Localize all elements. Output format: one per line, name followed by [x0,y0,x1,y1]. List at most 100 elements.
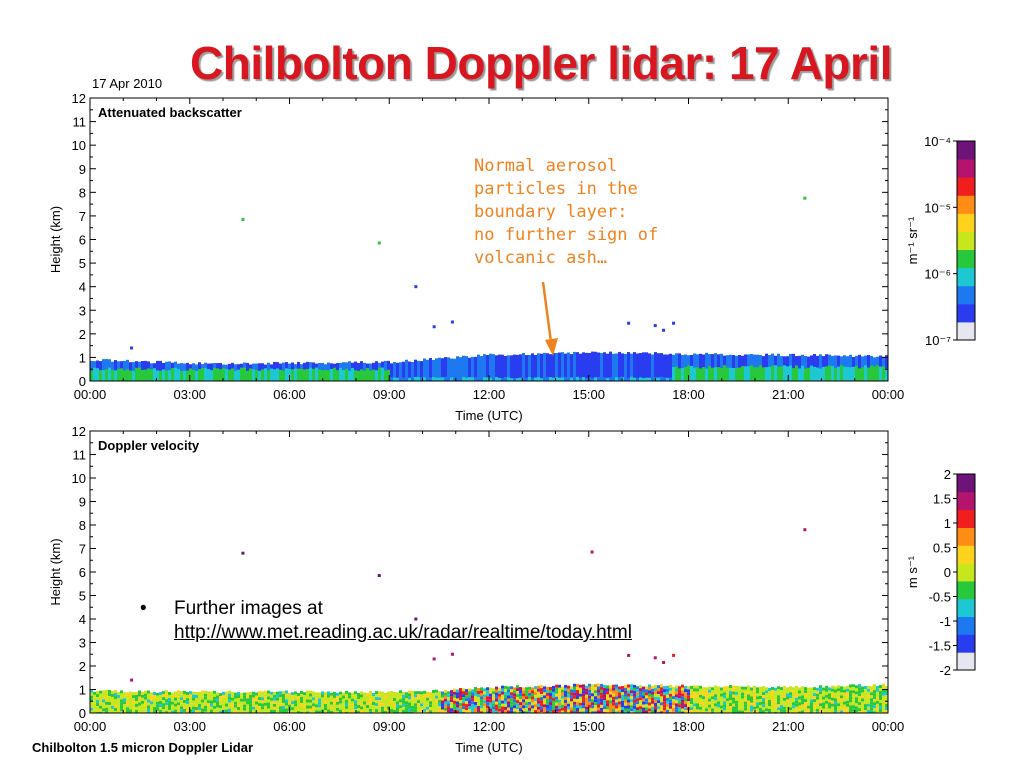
velocity-cell [378,709,381,713]
velocity-cell [330,701,333,705]
velocity-cell [633,711,636,713]
velocity-cell [684,704,687,708]
velocity-cell [714,706,717,710]
velocity-cell [849,708,852,712]
backscatter-layer [804,368,807,381]
backscatter-layer [807,367,810,381]
velocity-cell [882,704,885,708]
velocity-cell [243,695,246,699]
velocity-cell [882,698,885,702]
backscatter-column [504,355,507,381]
velocity-cell [294,691,297,695]
velocity-cell [762,707,765,711]
velocity-cell [159,695,162,699]
velocity-cell [249,691,252,695]
velocity-cell [150,695,153,699]
backscatter-column [669,353,672,381]
velocity-cell [213,693,216,697]
velocity-cell [702,708,705,712]
velocity-cell [711,699,714,703]
backscatter-layer [306,368,309,381]
backscatter-layer [615,377,618,381]
velocity-cell [807,690,810,694]
velocity-cell [450,696,453,700]
velocity-cell [405,692,408,696]
backscatter-layer [372,369,375,381]
backscatter-layer [126,369,129,381]
velocity-cell [210,691,213,695]
backscatter-layer [834,368,837,381]
velocity-cell [231,697,234,701]
velocity-cell [813,699,816,703]
velocity-cell [285,702,288,706]
velocity-cell [543,695,546,699]
colorbar-band [957,527,975,546]
velocity-cell [309,693,312,697]
velocity-cell [708,704,711,708]
velocity-cell [726,698,729,702]
velocity-cell [645,710,648,713]
velocity-cell [483,688,486,692]
velocity-cell [339,703,342,707]
backscatter-layer [285,368,288,381]
velocity-cell [678,710,681,713]
velocity-cell [885,706,888,710]
backscatter-layer [501,378,504,381]
velocity-cell [366,698,369,702]
backscatter-layer [318,369,321,381]
backscatter-layer [165,370,168,381]
velocity-cell [405,710,408,713]
velocity-cell [429,704,432,708]
velocity-cell [495,686,498,690]
velocity-cell [135,700,138,704]
velocity-cell [567,697,570,701]
y-tick-label: 7 [79,542,86,557]
velocity-cell [132,701,135,705]
velocity-cell [102,690,105,694]
velocity-cell [852,711,855,713]
backscatter-layer [795,365,798,381]
y-tick-label: 8 [79,185,86,200]
velocity-cell [282,708,285,712]
velocity-cell [285,696,288,700]
velocity-cell [558,693,561,697]
backscatter-column [405,359,408,381]
velocity-cell [147,708,150,712]
velocity-cell [459,691,462,695]
backscatter-column [564,353,567,381]
backscatter-column [531,353,534,381]
velocity-cell [435,689,438,693]
velocity-cell [102,696,105,700]
colorbar-band [957,545,975,564]
velocity-cell [588,689,591,693]
velocity-cell [714,700,717,704]
velocity-cell [384,707,387,711]
velocity-cell [318,701,321,705]
velocity-cell [540,685,543,689]
velocity-cell [378,691,381,695]
velocity-cell [717,689,720,693]
velocity-cell [420,703,423,707]
velocity-cell [207,709,210,713]
velocity-cell [102,711,105,713]
backscatter-layer [675,366,678,381]
velocity-cell [618,689,621,693]
backscatter-layer [537,377,540,381]
velocity-cell [285,705,288,709]
velocity-cell [507,707,510,711]
velocity-cell [774,699,777,703]
velocity-cell [183,690,186,694]
velocity-cell [423,690,426,694]
velocity-cell [276,697,279,701]
velocity-cell [885,703,888,707]
velocity-cell [678,686,681,690]
isolated-point [662,328,666,332]
velocity-cell [357,711,360,713]
velocity-cell [531,693,534,697]
velocity-cell [873,705,876,709]
velocity-cell [447,706,450,710]
realtime-link[interactable]: http://www.met.reading.ac.uk/radar/realt… [174,622,632,643]
velocity-cell [642,686,645,690]
velocity-cell [849,699,852,703]
velocity-cell [564,696,567,700]
